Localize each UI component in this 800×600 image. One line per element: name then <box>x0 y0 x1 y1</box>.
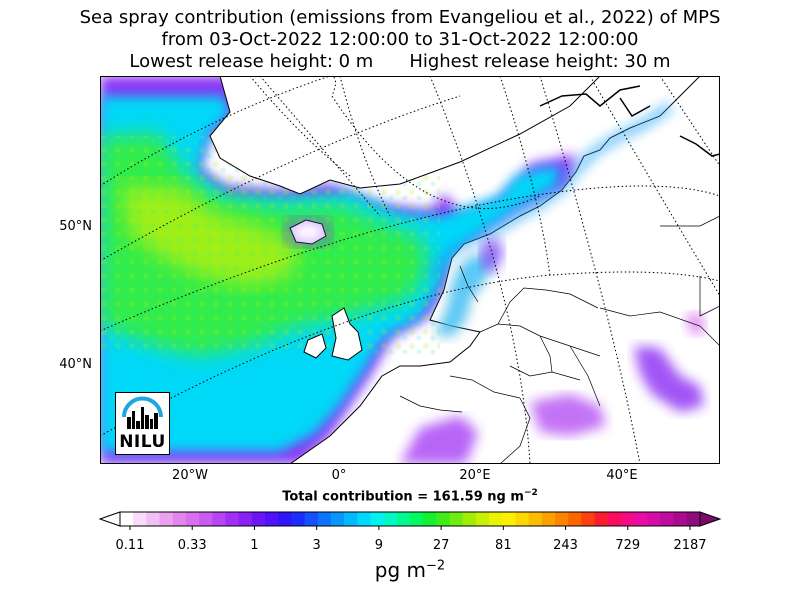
caspian-plume <box>634 346 704 412</box>
release-heights: Lowest release height: 0 m Highest releas… <box>0 51 800 73</box>
colorbar-cell <box>660 512 675 526</box>
colorbar-cell <box>620 512 635 526</box>
colorbar-cell <box>370 512 385 526</box>
ireland <box>303 333 327 359</box>
colorbar-cell <box>555 512 569 526</box>
colorbar-cell <box>172 512 187 526</box>
nilu-logo-mark <box>122 396 163 429</box>
colorbar-cell <box>673 512 688 526</box>
colorbar-tick-label: 243 <box>553 538 578 553</box>
coastlines <box>539 85 720 157</box>
lon-label-20e: 20°E <box>459 468 491 483</box>
lat-label-40n: 40°N <box>59 357 92 372</box>
colorbar-cell <box>515 512 530 526</box>
colorbar-cell <box>568 512 582 526</box>
colorbar-cell <box>489 512 503 526</box>
graticule <box>100 76 720 464</box>
black-sea-plume <box>530 394 606 436</box>
colorbar-cell <box>185 512 200 526</box>
plot-title-line1: Sea spray contribution (emissions from E… <box>79 7 721 28</box>
colorbar-cell <box>383 512 398 526</box>
colorbar-cell <box>410 512 424 526</box>
colorbar-tick-label: 9 <box>374 538 384 553</box>
colorbar-cell <box>344 512 358 526</box>
lat-label-50n: 50°N <box>59 219 92 234</box>
lon-label-40e: 40°E <box>606 468 638 483</box>
colorbar-cell <box>357 512 371 526</box>
colorbar-cell <box>475 512 490 526</box>
nilu-logo: NILU <box>115 392 170 455</box>
colorbar-cell <box>265 512 279 526</box>
mediterranean-plume <box>400 416 478 464</box>
colorbar-cell <box>647 512 661 526</box>
colorbar-cell <box>686 512 701 526</box>
colorbar-cell <box>304 512 319 526</box>
total-contribution: Total contribution = 161.59 ng m−2 <box>282 488 538 505</box>
colorbar-cell <box>225 512 240 526</box>
colorbar-tick-label: 2187 <box>673 538 707 553</box>
colorbar <box>98 511 722 530</box>
colorbar-cell <box>278 512 292 526</box>
colorbar-tick-label: 0.33 <box>177 538 207 553</box>
nilu-logo-text: NILU <box>119 432 166 452</box>
colorbar-tick-label: 81 <box>495 538 512 553</box>
norway-coast-plume <box>426 102 673 279</box>
country-borders <box>399 215 720 464</box>
colorbar-cell <box>251 512 266 526</box>
colorbar-over-arrow <box>699 511 722 527</box>
highest-release-height: Highest release height: 30 m <box>409 51 671 72</box>
colorbar-cell <box>423 512 437 526</box>
plot-title-line2: from 03-Oct-2022 12:00:00 to 31-Oct-2022… <box>161 29 639 50</box>
colorbar-tick-label: 27 <box>432 538 450 553</box>
colorbar-cell <box>436 512 451 526</box>
colorbar-cell <box>238 512 253 526</box>
colorbar-cell <box>581 512 596 526</box>
colorbar-cell <box>291 512 306 526</box>
lon-label-20w: 20°W <box>172 468 208 483</box>
lon-label-0: 0° <box>331 468 347 483</box>
colorbar-cell <box>502 512 516 526</box>
colorbar-cell <box>462 512 477 526</box>
colorbar-cell <box>120 512 134 526</box>
colorbar-tick-label: 0.11 <box>115 538 145 553</box>
colorbar-cell <box>133 512 147 526</box>
colorbar-cell <box>541 512 556 526</box>
colorbar-cell <box>330 512 345 526</box>
colorbar-cell <box>594 512 609 526</box>
colorbar-tick-label: 729 <box>615 538 641 553</box>
colorbar-cell <box>317 512 332 526</box>
colorbar-cell <box>607 512 622 526</box>
colorbar-cell <box>199 512 213 526</box>
colorbar-cell <box>146 512 161 526</box>
colorbar-tick-label: 3 <box>312 538 321 553</box>
colorbar-under-arrow <box>98 511 121 527</box>
colorbar-cell <box>634 512 648 526</box>
lowest-release-height: Lowest release height: 0 m <box>129 51 374 72</box>
british-isles <box>331 307 363 361</box>
colorbar-tick-label: 1 <box>250 538 259 553</box>
colorbar-cell <box>212 512 226 526</box>
colorbar-unit: pg m−2 <box>374 558 446 582</box>
colorbar-cell <box>396 512 411 526</box>
colorbar-cell <box>528 512 543 526</box>
greenland <box>209 76 601 195</box>
colorbar-cell <box>449 512 464 526</box>
map-panel <box>100 76 720 464</box>
colorbar-cell <box>159 512 174 526</box>
